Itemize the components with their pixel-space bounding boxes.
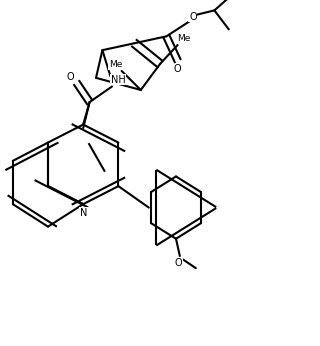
Text: O: O [189, 12, 197, 21]
Text: N: N [79, 208, 87, 218]
Text: O: O [174, 258, 182, 268]
Text: O: O [67, 72, 74, 82]
Text: O: O [174, 64, 181, 74]
Text: NH: NH [111, 75, 126, 84]
Text: Me: Me [109, 60, 123, 69]
Text: Me: Me [177, 34, 190, 43]
